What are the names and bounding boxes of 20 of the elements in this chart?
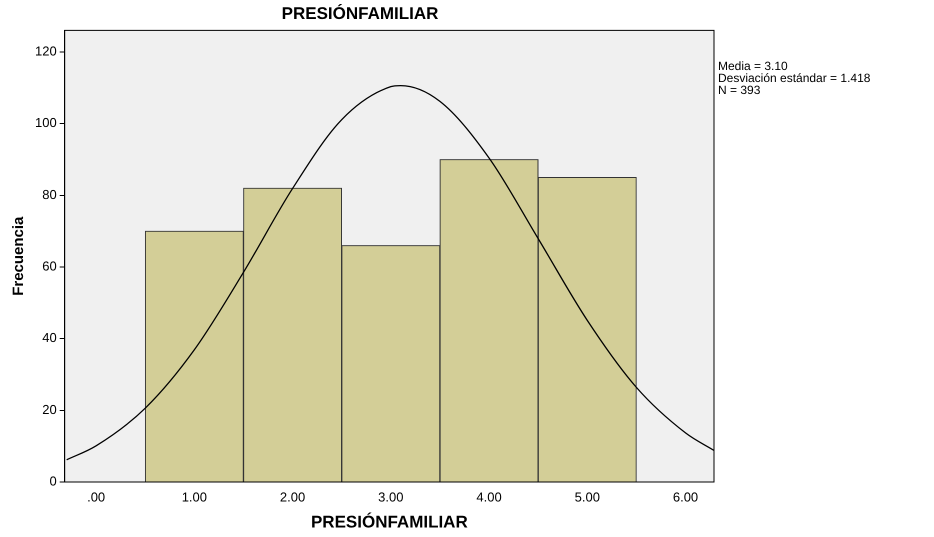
x-tick-label: 5.00	[574, 489, 600, 504]
chart-title: PRESIÓNFAMILIAR	[282, 2, 438, 23]
y-tick-label: 20	[42, 402, 57, 417]
y-tick-label: 100	[34, 115, 57, 130]
y-tick-label: 120	[34, 43, 57, 58]
text: N = 393	[718, 83, 762, 97]
x-axis-title: PRESIÓNFAMILIAR	[310, 511, 468, 532]
x-tick-label: 6.00	[672, 489, 698, 504]
x-tick-label: 1.00	[182, 489, 208, 504]
y-tick-label: 40	[42, 330, 57, 346]
y-tick-label: 0	[49, 474, 57, 489]
y-axis-title: Frecuencia	[10, 216, 28, 296]
y-tick-label: 80	[42, 186, 57, 202]
x-tick-label: .00	[87, 489, 106, 504]
x-tick-label: 2.00	[280, 489, 306, 504]
x-tick-label: 4.00	[476, 489, 502, 504]
text: Desviación estándar = 1.418	[718, 71, 870, 85]
x-tick-label: 3.00	[378, 489, 404, 504]
text: Media = 3.10	[718, 59, 789, 73]
y-tick-label: 60	[42, 258, 57, 274]
